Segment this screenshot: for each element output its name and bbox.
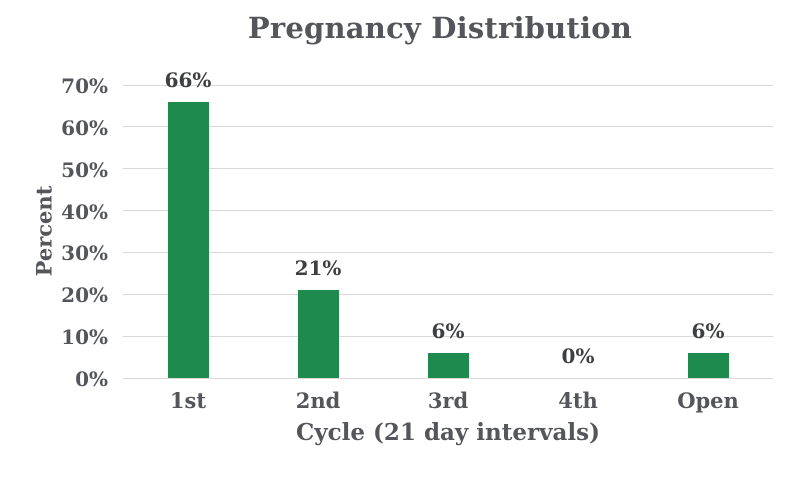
x-tick-label-open: Open [677, 388, 739, 413]
gridline [123, 377, 773, 379]
bar-value-label: 0% [561, 344, 595, 368]
gridline [123, 210, 773, 212]
gridline [123, 251, 773, 253]
y-tick-label: 10% [61, 325, 108, 350]
bar-value-label: 21% [294, 256, 342, 281]
bar-open [687, 352, 729, 378]
x-tick-label-1st: 1st [169, 388, 207, 413]
x-axis-title: Cycle (21 day intervals) [296, 419, 600, 446]
plot-area [123, 84, 773, 379]
bar-value-label: 66% [164, 67, 212, 92]
chart-title: Pregnancy Distribution [247, 11, 633, 45]
y-tick-label: 70% [61, 74, 108, 98]
gridline [123, 84, 773, 86]
bar-1st [167, 101, 209, 378]
gridline [123, 168, 773, 170]
y-tick-label: 60% [61, 115, 108, 140]
gridline [123, 335, 773, 337]
gridline [123, 293, 773, 295]
y-tick-label: 20% [61, 283, 108, 308]
y-tick-label: 50% [61, 157, 108, 182]
y-tick-label: 0% [75, 367, 108, 391]
y-tick-label: 30% [61, 241, 108, 266]
gridline [123, 126, 773, 128]
x-tick-label-4th: 4th [558, 388, 598, 413]
bar-2nd [297, 290, 339, 378]
bar-3rd [427, 352, 469, 378]
x-tick-label-3rd: 3rd [427, 388, 469, 413]
y-tick-label: 40% [61, 199, 108, 224]
bar-value-label: 6% [431, 318, 465, 343]
x-tick-label-2nd: 2nd [295, 388, 341, 413]
bar-value-label: 6% [691, 318, 725, 343]
